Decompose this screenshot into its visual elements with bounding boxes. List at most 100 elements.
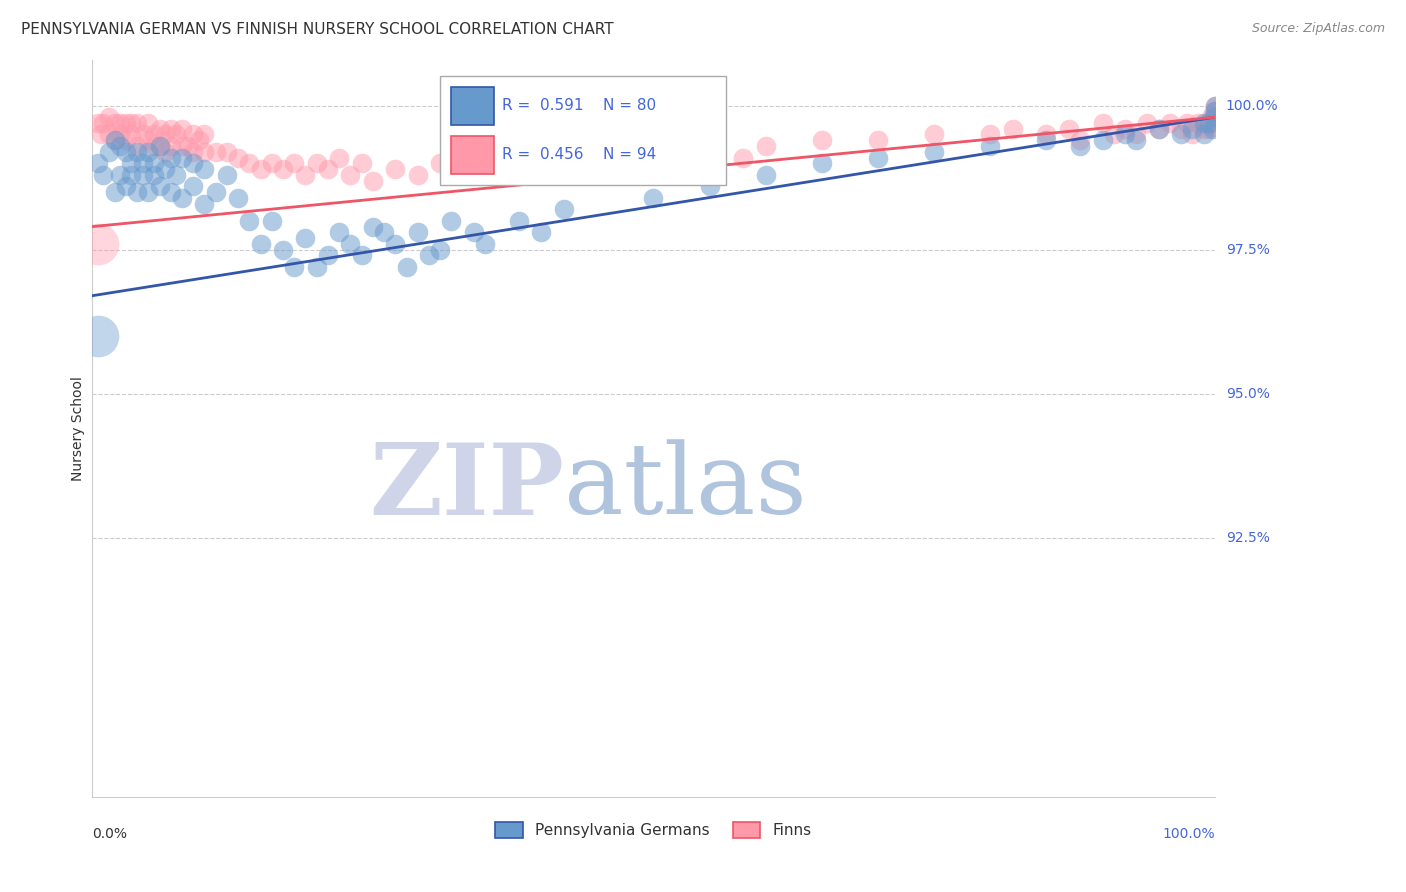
Point xyxy=(1202,110,1225,124)
Text: ZIP: ZIP xyxy=(368,439,564,536)
Point xyxy=(643,139,665,153)
Point xyxy=(131,156,153,170)
Point xyxy=(87,116,110,130)
Point xyxy=(1181,128,1204,142)
Point xyxy=(395,260,418,274)
Point xyxy=(110,168,132,182)
Point xyxy=(204,145,226,159)
Point xyxy=(586,145,609,159)
Point xyxy=(922,145,945,159)
Point xyxy=(110,139,132,153)
Point xyxy=(699,179,721,194)
Point xyxy=(328,226,350,240)
Point xyxy=(249,236,271,251)
Point xyxy=(553,156,575,170)
Point xyxy=(115,116,138,130)
Point xyxy=(226,191,249,205)
Point xyxy=(1201,110,1223,124)
Point xyxy=(1091,116,1114,130)
Point xyxy=(204,185,226,199)
Point xyxy=(187,133,209,147)
Point xyxy=(305,156,328,170)
Point xyxy=(508,161,530,176)
Point xyxy=(1170,121,1192,136)
Point xyxy=(1204,104,1226,119)
Point xyxy=(384,161,406,176)
Point xyxy=(1201,110,1223,124)
Point xyxy=(339,168,361,182)
Point xyxy=(1201,116,1223,130)
Point xyxy=(165,168,187,182)
Point xyxy=(153,128,176,142)
Point xyxy=(104,133,127,147)
Point xyxy=(148,179,170,194)
Point xyxy=(193,161,215,176)
Point xyxy=(283,260,305,274)
Point xyxy=(1102,128,1125,142)
Point xyxy=(193,128,215,142)
Point xyxy=(350,156,373,170)
Point xyxy=(193,196,215,211)
Text: 100.0%: 100.0% xyxy=(1163,827,1215,841)
Point xyxy=(1035,133,1057,147)
Point xyxy=(979,128,1001,142)
Point xyxy=(87,156,110,170)
Point xyxy=(260,156,283,170)
Point xyxy=(170,139,193,153)
Point xyxy=(643,191,665,205)
Point xyxy=(153,145,176,159)
Point xyxy=(193,145,215,159)
Text: atlas: atlas xyxy=(564,439,807,535)
Point xyxy=(127,185,149,199)
Point xyxy=(1202,110,1225,124)
Point xyxy=(181,145,204,159)
Point xyxy=(90,128,112,142)
Point xyxy=(165,128,187,142)
Point xyxy=(127,145,149,159)
Point xyxy=(93,116,115,130)
Point xyxy=(294,231,316,245)
Point xyxy=(339,236,361,251)
Point xyxy=(1204,98,1226,112)
Point xyxy=(1136,116,1159,130)
Point xyxy=(115,145,138,159)
Point xyxy=(1192,116,1215,130)
Point xyxy=(131,128,153,142)
Point xyxy=(361,219,384,234)
Point xyxy=(121,116,143,130)
Point xyxy=(620,151,643,165)
Point xyxy=(153,161,176,176)
Point xyxy=(136,185,159,199)
Point xyxy=(1114,121,1136,136)
Point xyxy=(755,168,778,182)
Point xyxy=(238,156,260,170)
Point xyxy=(1147,121,1170,136)
Legend: Pennsylvania Germans, Finns: Pennsylvania Germans, Finns xyxy=(489,816,818,845)
Point xyxy=(110,116,132,130)
Point xyxy=(922,128,945,142)
Text: PENNSYLVANIA GERMAN VS FINNISH NURSERY SCHOOL CORRELATION CHART: PENNSYLVANIA GERMAN VS FINNISH NURSERY S… xyxy=(21,22,613,37)
Point xyxy=(104,116,127,130)
Y-axis label: Nursery School: Nursery School xyxy=(72,376,86,481)
Point xyxy=(1159,116,1181,130)
Point xyxy=(159,185,181,199)
Point xyxy=(98,145,121,159)
Point xyxy=(979,139,1001,153)
Point xyxy=(1204,98,1226,112)
Point xyxy=(866,133,889,147)
Point xyxy=(474,236,496,251)
Point xyxy=(127,116,149,130)
Point xyxy=(148,139,170,153)
Point xyxy=(866,151,889,165)
Point xyxy=(1125,128,1147,142)
Point xyxy=(316,248,339,262)
Point xyxy=(1147,121,1170,136)
Point xyxy=(1195,116,1218,130)
Point xyxy=(384,236,406,251)
Bar xyxy=(451,136,494,174)
Point xyxy=(530,226,553,240)
Text: 100.0%: 100.0% xyxy=(1226,99,1278,112)
Point xyxy=(406,226,429,240)
Point xyxy=(170,121,193,136)
Point xyxy=(1069,133,1091,147)
